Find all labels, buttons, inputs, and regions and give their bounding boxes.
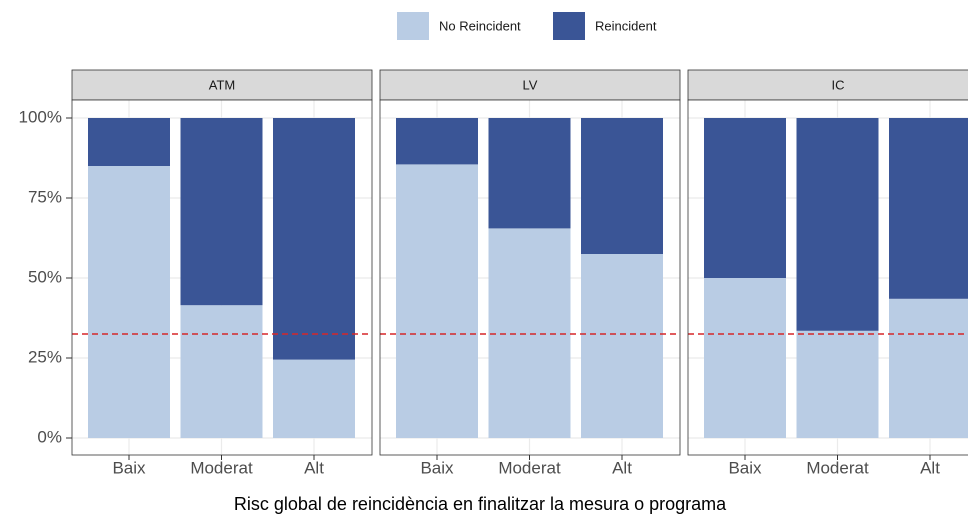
facet-title: IC [832, 77, 845, 92]
panel-border [687, 99, 968, 456]
x-tick-label: Moderat [498, 458, 561, 477]
bar [180, 118, 263, 306]
x-axis-label: Risc global de reincidència en finalitza… [234, 494, 727, 514]
bar [796, 330, 879, 438]
bar [581, 118, 663, 254]
x-tick-label: Baix [112, 458, 146, 477]
y-tick-label: 0% [37, 427, 62, 446]
bar [396, 118, 478, 165]
panel-border [71, 99, 373, 456]
legend-label: No Reincident [439, 18, 521, 33]
legend-swatch [397, 12, 429, 40]
facet-title: ATM [209, 77, 235, 92]
x-tick-label: Baix [420, 458, 454, 477]
bar [396, 164, 478, 438]
bar [488, 118, 571, 229]
bar [889, 298, 968, 438]
x-tick-label: Alt [920, 458, 940, 477]
y-tick-label: 25% [28, 347, 62, 366]
x-tick-label: Baix [728, 458, 762, 477]
bar [581, 254, 663, 438]
bar [180, 305, 263, 438]
facet-title: LV [523, 77, 538, 92]
bar [88, 118, 170, 166]
x-tick-label: Moderat [806, 458, 869, 477]
bar [889, 118, 968, 299]
facet-strip [687, 69, 968, 101]
panel-border [379, 99, 681, 456]
bar [273, 359, 355, 438]
bar [704, 278, 786, 438]
bar [704, 118, 786, 278]
facet-strip [71, 69, 373, 101]
facet-strip [379, 69, 681, 101]
x-tick-label: Alt [612, 458, 632, 477]
x-tick-label: Alt [304, 458, 324, 477]
y-tick-label: 75% [28, 187, 62, 206]
bar [273, 118, 355, 360]
x-tick-label: Moderat [190, 458, 253, 477]
bar [796, 118, 879, 331]
y-tick-label: 100% [19, 107, 62, 126]
legend-label: Reincident [595, 18, 657, 33]
bar [88, 166, 170, 438]
legend-swatch [553, 12, 585, 40]
y-tick-label: 50% [28, 267, 62, 286]
